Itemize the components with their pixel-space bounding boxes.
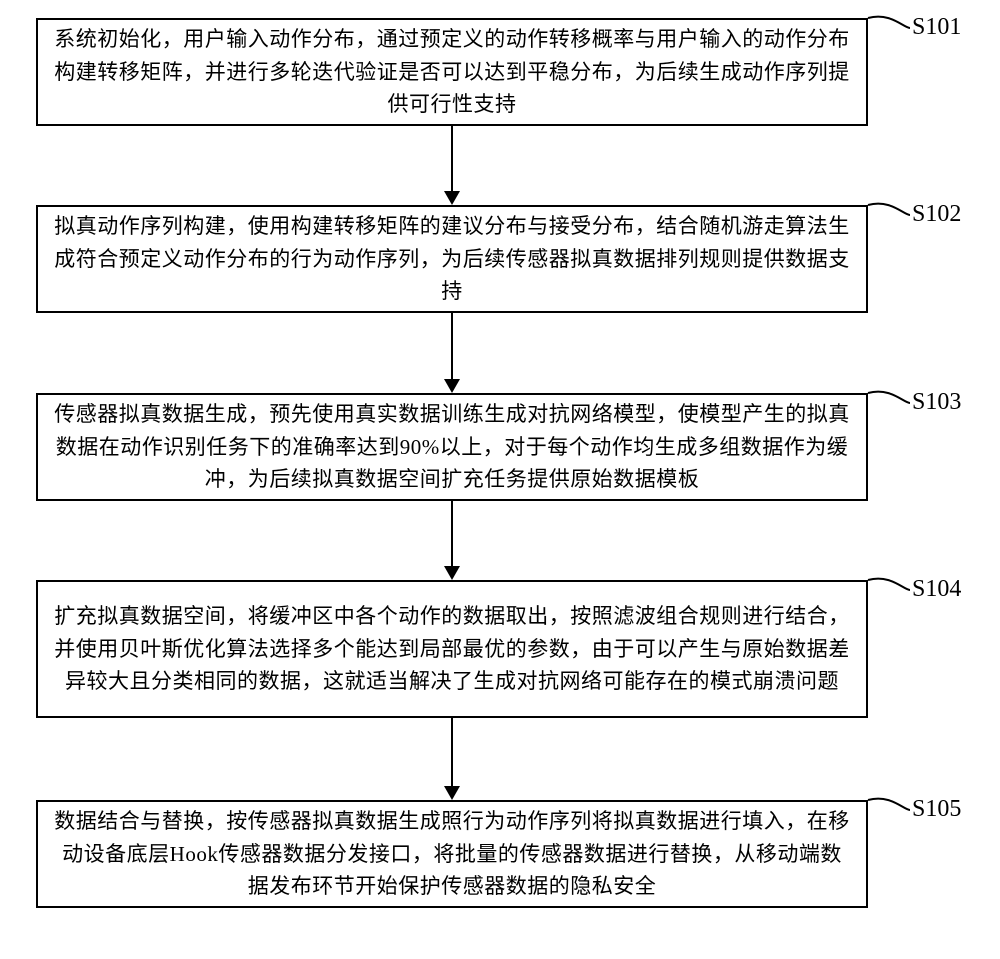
arrow-line bbox=[451, 126, 453, 193]
label-connector bbox=[864, 8, 914, 48]
arrow-s101-to-s102 bbox=[442, 126, 462, 205]
label-connector bbox=[864, 383, 914, 423]
label-connector bbox=[864, 195, 914, 235]
arrow-head-icon bbox=[444, 191, 460, 205]
label-connector bbox=[864, 790, 914, 830]
arrow-s104-to-s105 bbox=[442, 718, 462, 800]
step-label-s101: S101 bbox=[912, 14, 961, 41]
arrow-line bbox=[451, 313, 453, 381]
arrow-line bbox=[451, 501, 453, 568]
step-box-s102: 拟真动作序列构建，使用构建转移矩阵的建议分布与接受分布，结合随机游走算法生成符合… bbox=[36, 205, 868, 313]
arrow-head-icon bbox=[444, 566, 460, 580]
arrow-line bbox=[451, 718, 453, 788]
label-connector bbox=[864, 570, 914, 610]
arrow-head-icon bbox=[444, 786, 460, 800]
step-text: 系统初始化，用户输入动作分布，通过预定义的动作转移概率与用户输入的动作分布构建转… bbox=[52, 23, 852, 121]
step-text: 数据结合与替换，按传感器拟真数据生成照行为动作序列将拟真数据进行填入，在移动设备… bbox=[52, 805, 852, 903]
flowchart-canvas: 系统初始化，用户输入动作分布，通过预定义的动作转移概率与用户输入的动作分布构建转… bbox=[0, 0, 1000, 959]
arrow-s103-to-s104 bbox=[442, 501, 462, 580]
step-label-s103: S103 bbox=[912, 389, 961, 416]
step-label-s105: S105 bbox=[912, 796, 961, 823]
step-box-s101: 系统初始化，用户输入动作分布，通过预定义的动作转移概率与用户输入的动作分布构建转… bbox=[36, 18, 868, 126]
step-box-s103: 传感器拟真数据生成，预先使用真实数据训练生成对抗网络模型，使模型产生的拟真数据在… bbox=[36, 393, 868, 501]
step-box-s105: 数据结合与替换，按传感器拟真数据生成照行为动作序列将拟真数据进行填入，在移动设备… bbox=[36, 800, 868, 908]
step-text: 传感器拟真数据生成，预先使用真实数据训练生成对抗网络模型，使模型产生的拟真数据在… bbox=[52, 398, 852, 496]
step-label-s104: S104 bbox=[912, 576, 961, 603]
arrow-s102-to-s103 bbox=[442, 313, 462, 393]
step-label-s102: S102 bbox=[912, 201, 961, 228]
step-box-s104: 扩充拟真数据空间，将缓冲区中各个动作的数据取出，按照滤波组合规则进行结合，并使用… bbox=[36, 580, 868, 718]
step-text: 拟真动作序列构建，使用构建转移矩阵的建议分布与接受分布，结合随机游走算法生成符合… bbox=[52, 210, 852, 308]
step-text: 扩充拟真数据空间，将缓冲区中各个动作的数据取出，按照滤波组合规则进行结合，并使用… bbox=[52, 600, 852, 698]
arrow-head-icon bbox=[444, 379, 460, 393]
